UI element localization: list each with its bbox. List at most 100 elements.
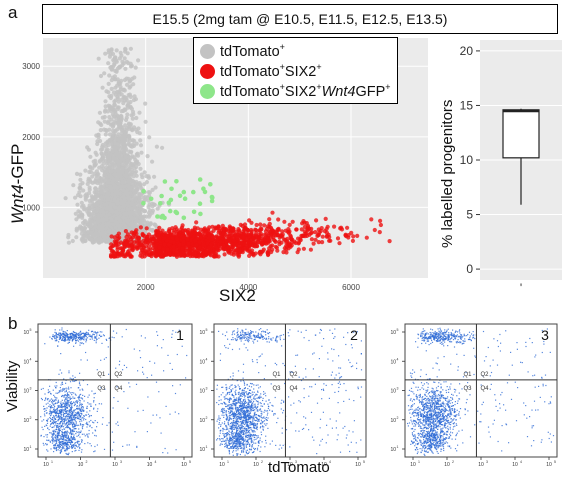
scatter-point-grey [153, 185, 158, 190]
scatter-point-red [377, 230, 382, 235]
flow-event-dot [55, 409, 57, 411]
flow-event-dot [56, 416, 58, 418]
scatter-point-red [189, 246, 194, 251]
scatter-point-grey [96, 132, 101, 137]
scatter-point-grey [113, 85, 118, 90]
scatter-point-grey [123, 66, 128, 71]
legend-dot-grey [200, 43, 215, 59]
flow-event-dot [87, 424, 89, 426]
scatter-point-grey [83, 197, 88, 202]
flow-event-dot [82, 410, 84, 412]
flow-event-dot [69, 433, 71, 435]
flow-event-dot [68, 396, 70, 398]
scatter-point-grey [71, 183, 76, 188]
flow-event-dot [97, 408, 99, 410]
scatter-point-grey [107, 173, 113, 178]
scatter-point-grey [127, 85, 132, 90]
scatter-point-green [173, 209, 178, 215]
flow-event-dot [84, 333, 86, 335]
flow-event-dot [55, 423, 57, 425]
flow-event-dot [49, 391, 51, 393]
scatter-point-green [158, 201, 163, 206]
flow-event-dot [96, 335, 98, 337]
scatter-point-grey [122, 179, 127, 184]
scatter-point-grey [104, 216, 109, 221]
scatter-point-grey [138, 138, 143, 143]
flow-event-dot [43, 419, 45, 421]
scatter-point-red [253, 227, 258, 232]
scatter-point-grey [131, 179, 136, 184]
scatter-point-grey [115, 120, 120, 125]
flow-event-dot [72, 330, 74, 333]
scatter-point-red [221, 231, 226, 236]
flow-event-dot [60, 336, 62, 339]
scatter-point-grey [144, 174, 149, 179]
scatter-point-red [201, 229, 206, 234]
flow-event-dot [57, 392, 59, 394]
scatter-point-grey [109, 66, 114, 72]
scatter-point-grey [122, 198, 127, 203]
scatter-point-green [181, 215, 187, 221]
flow-event-dot [68, 399, 70, 402]
flow-event-dot [75, 332, 77, 334]
scatter-point-grey [125, 192, 130, 197]
flow-event-dot [74, 442, 76, 444]
scatter-point-grey [104, 188, 109, 193]
flow-event-dot [63, 413, 65, 415]
scatter-point-red [372, 227, 377, 233]
flow-event-dot [78, 338, 81, 341]
flow-event-dot [69, 336, 71, 338]
flow-event-dot [70, 416, 72, 418]
flow-event-dot [56, 397, 58, 399]
flow-event-dot [104, 388, 106, 390]
scatter-point-grey [124, 174, 129, 179]
flow-event-dot [78, 399, 81, 401]
flow-event-dot [59, 334, 61, 336]
scatter-point-green [169, 186, 174, 192]
scatter-point-grey [119, 136, 124, 141]
scatter-point-grey [102, 237, 107, 242]
scatter-x-tick-label: 6000 [342, 283, 360, 292]
boxplot-y-tick-label: 15 [460, 98, 474, 112]
flow-event-dot [79, 403, 81, 405]
scatter-point-red [235, 248, 240, 253]
scatter-point-red [221, 236, 226, 241]
scatter-point-grey [100, 144, 105, 149]
flow-event-dot [63, 396, 65, 398]
scatter-point-red [327, 238, 332, 243]
scatter-point-grey [93, 186, 98, 191]
flow-event-dot [111, 336, 113, 338]
scatter-point-grey [111, 90, 117, 95]
scatter-point-grey [99, 190, 104, 195]
scatter-point-grey [79, 237, 84, 242]
flow-event-dot [71, 423, 73, 425]
scatter-point-red [290, 219, 295, 224]
flow-event-dot [75, 431, 77, 433]
scatter-point-red [134, 228, 139, 233]
flow-event-dot [64, 332, 66, 334]
flow-event-dot [61, 339, 63, 341]
scatter-point-grey [144, 214, 149, 219]
flow-event-dot [56, 402, 59, 404]
flow-event-dot [83, 409, 85, 411]
flow-event-dot [69, 438, 71, 440]
scatter-point-grey [127, 142, 132, 147]
scatter-point-red [316, 232, 321, 237]
flow-event-dot [76, 405, 78, 407]
flow-event-dot [66, 333, 68, 335]
flow-event-dot [80, 406, 82, 409]
scatter-point-grey [125, 51, 130, 56]
scatter-point-red [120, 251, 125, 256]
flow-event-dot [96, 410, 98, 412]
flow-event-dot [50, 413, 53, 415]
flow-event-dot [54, 415, 56, 417]
flow-event-dot [64, 431, 66, 433]
flow-event-dot [91, 335, 93, 337]
flow-event-dot [86, 405, 88, 407]
scatter-point-red [296, 240, 302, 245]
flow-event-dot [91, 338, 93, 340]
scatter-point-red [126, 238, 131, 243]
flow-event-dot [68, 405, 70, 408]
scatter-point-grey [95, 180, 100, 186]
flow-event-dot [79, 436, 81, 438]
